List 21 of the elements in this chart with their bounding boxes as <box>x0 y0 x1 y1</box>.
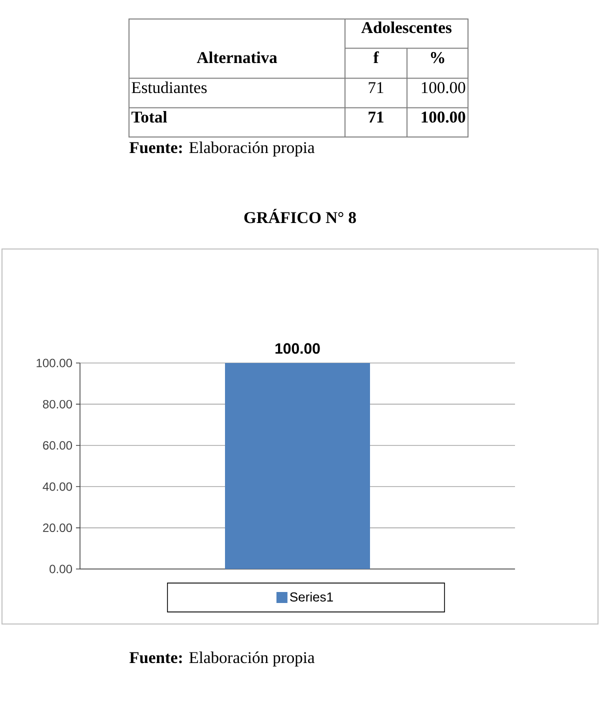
text: f <box>373 51 379 63</box>
text: Fuente: Elaboración propia <box>129 652 315 667</box>
data-label: 100.00 <box>276 343 320 354</box>
text: 71 <box>368 112 384 122</box>
text: Total <box>131 111 167 123</box>
y-tick-label: 100.00 <box>36 358 72 368</box>
text: 71 <box>368 82 384 93</box>
text: Fuente: Elaboración propia <box>129 142 315 157</box>
y-tick-label: 20.00 <box>43 524 72 532</box>
text: 100.00 <box>422 112 466 123</box>
chart-title: GRÁFICO N° 8 <box>244 208 356 224</box>
text: % <box>430 52 444 64</box>
text: Adolescentes <box>361 22 452 34</box>
y-tick-label: 80.00 <box>42 400 72 408</box>
legend-label: Series1 <box>290 592 333 602</box>
y-tick-label: 60.00 <box>43 441 72 450</box>
y-tick-label: 0.00 <box>50 564 72 574</box>
text: Alternativa <box>196 52 278 64</box>
text: 100.00 <box>422 82 466 94</box>
y-tick-label: 40.00 <box>42 482 72 491</box>
text: Estudiantes <box>132 82 207 94</box>
